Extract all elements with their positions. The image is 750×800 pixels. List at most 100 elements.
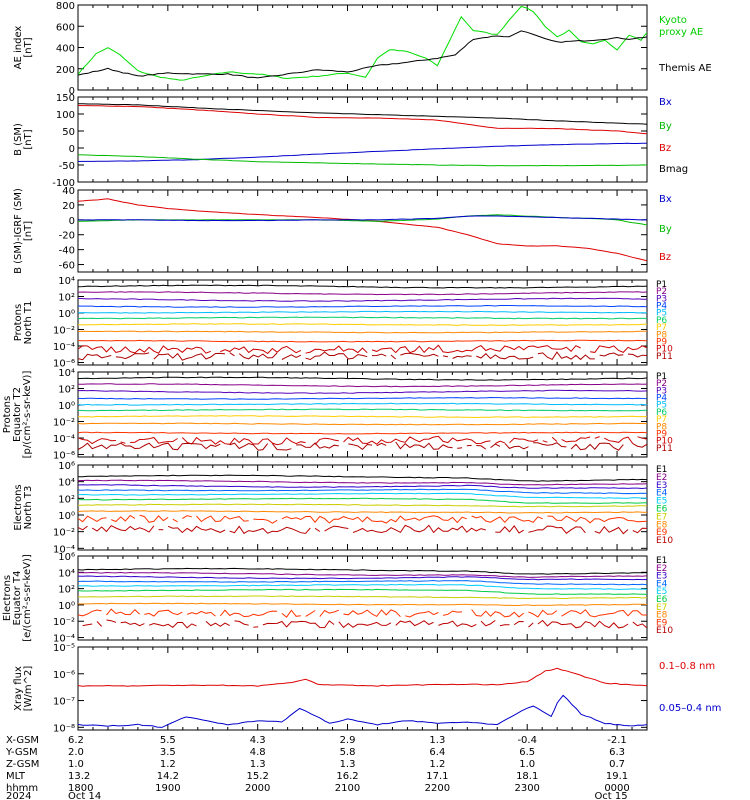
panel-frame: [77, 646, 648, 731]
y-tick-label: -60: [59, 261, 75, 272]
ephemeris-value: 2200: [425, 783, 450, 794]
legend-e8: E8: [656, 520, 668, 530]
ephemeris-value: 17.1: [426, 771, 448, 782]
channel-line: [229, 442, 269, 451]
channel-line: [78, 297, 647, 302]
ephemeris-value: 6.3: [609, 747, 625, 758]
channel-line: [547, 515, 647, 524]
channel-line: [590, 345, 647, 353]
legend-p10: P10: [656, 345, 673, 355]
channel-line: [305, 345, 368, 354]
y-tick-label: 10⁻⁶: [53, 359, 75, 370]
panel-bsm-igrf: -60 -40 -20 0 20 40 B (SM)-IGRF (SM) [nT] Bx By Bz: [13, 186, 672, 274]
channel-line: [594, 436, 600, 439]
channel-line: [130, 436, 178, 444]
legend-label: proxy AE: [659, 27, 703, 38]
channel-line: [314, 437, 339, 445]
ephemeris-value: 1.2: [160, 759, 176, 770]
channel-line: [457, 447, 463, 449]
channel-line: [78, 579, 647, 586]
channel-line: [452, 355, 472, 359]
ephemeris-value: 1.3: [340, 759, 356, 770]
legend-label: Bz: [659, 252, 671, 263]
legend-e1: E1: [656, 465, 667, 475]
y-tick-label: 20: [62, 201, 75, 212]
y-tick-label: 40: [62, 186, 75, 197]
y-axis-label: Equator T2: [12, 387, 23, 442]
channel-line: [371, 353, 387, 357]
channel-line: [172, 518, 178, 523]
y-tick-label: 10⁻⁸: [53, 723, 75, 734]
legend-p4: P4: [656, 394, 667, 404]
ephemeris-value: 2.0: [68, 747, 84, 758]
channel-line: [78, 583, 647, 590]
legend-e5: E5: [656, 587, 667, 597]
ephemeris-value: -0.4: [517, 735, 537, 746]
y-tick-label: 10⁻⁴: [53, 342, 75, 353]
channel-line: [343, 609, 401, 618]
legend-p9: P9: [656, 429, 667, 439]
legend-p6: P6: [656, 316, 667, 326]
y-tick-label: 10⁰: [58, 401, 75, 412]
ephemeris-value: -2.1: [607, 735, 627, 746]
series-line: [78, 198, 647, 262]
legend-label: Bz: [659, 143, 671, 154]
series-line: [78, 694, 647, 728]
legend-e4: E4: [656, 579, 668, 589]
y-axis-label: [nT]: [23, 221, 34, 241]
channel-line: [490, 443, 501, 449]
ephemeris-value: 2100: [335, 783, 360, 794]
channel-line: [148, 621, 197, 629]
legend-e4: E4: [656, 489, 668, 499]
panel-electrons-equator: 10⁶ 10⁴ 10² 10⁰ 10⁻² 10⁻⁴ Electrons Equator T4[…: [2, 552, 673, 645]
y-tick-label: 400: [56, 44, 75, 55]
channel-line: [167, 525, 226, 534]
y-tick-label: 10²: [58, 293, 75, 304]
channel-line: [205, 621, 230, 627]
legend-label: Bx: [659, 194, 672, 205]
y-tick-label: 10⁰: [58, 309, 75, 320]
channel-line: [78, 330, 647, 334]
channel-line: [78, 525, 88, 531]
channel-line: [637, 436, 647, 440]
channel-line: [220, 345, 302, 355]
channel-line: [314, 527, 321, 532]
panel-frame: [77, 96, 648, 183]
channel-line: [476, 353, 534, 360]
legend-p7: P7: [656, 323, 667, 333]
legend-e5: E5: [656, 497, 667, 507]
channel-line: [371, 344, 581, 354]
legend-p11: P11: [656, 352, 673, 362]
channel-line: [78, 595, 647, 600]
channel-line: [561, 609, 647, 618]
ephemeris-value: 2.9: [340, 735, 356, 746]
channel-line: [551, 436, 558, 442]
legend-e3: E3: [656, 572, 667, 582]
legend-p2: P2: [656, 379, 667, 389]
channel-line: [281, 515, 467, 524]
channel-line: [438, 620, 477, 628]
y-tick-label: 10⁻²: [53, 617, 75, 628]
y-tick-label: 10⁻⁷: [53, 697, 75, 708]
channel-line: [405, 610, 439, 618]
legend-e10: E10: [656, 626, 673, 636]
ephemeris-value: 3.5: [160, 747, 176, 758]
channel-line: [537, 619, 629, 629]
y-tick-label: 10²: [58, 385, 75, 396]
channel-line: [499, 624, 510, 627]
channel-line: [528, 622, 534, 628]
ephemeris-value: 1900: [155, 783, 180, 794]
channel-line: [78, 396, 647, 400]
ephemeris-value: 6.4: [429, 747, 445, 758]
legend-e7: E7: [656, 512, 667, 522]
channel-line: [509, 437, 539, 444]
ephemeris-value: 0000: [604, 783, 629, 794]
channel-line: [599, 352, 624, 357]
plot-area: [78, 474, 647, 535]
legend-label: Themis AE: [658, 63, 712, 74]
ephemeris-value: Oct 14: [68, 791, 101, 800]
y-axis-label: [p/(cm²-s-sr-keV)]: [22, 371, 33, 459]
channel-line: [78, 345, 211, 354]
channel-line: [272, 443, 292, 451]
